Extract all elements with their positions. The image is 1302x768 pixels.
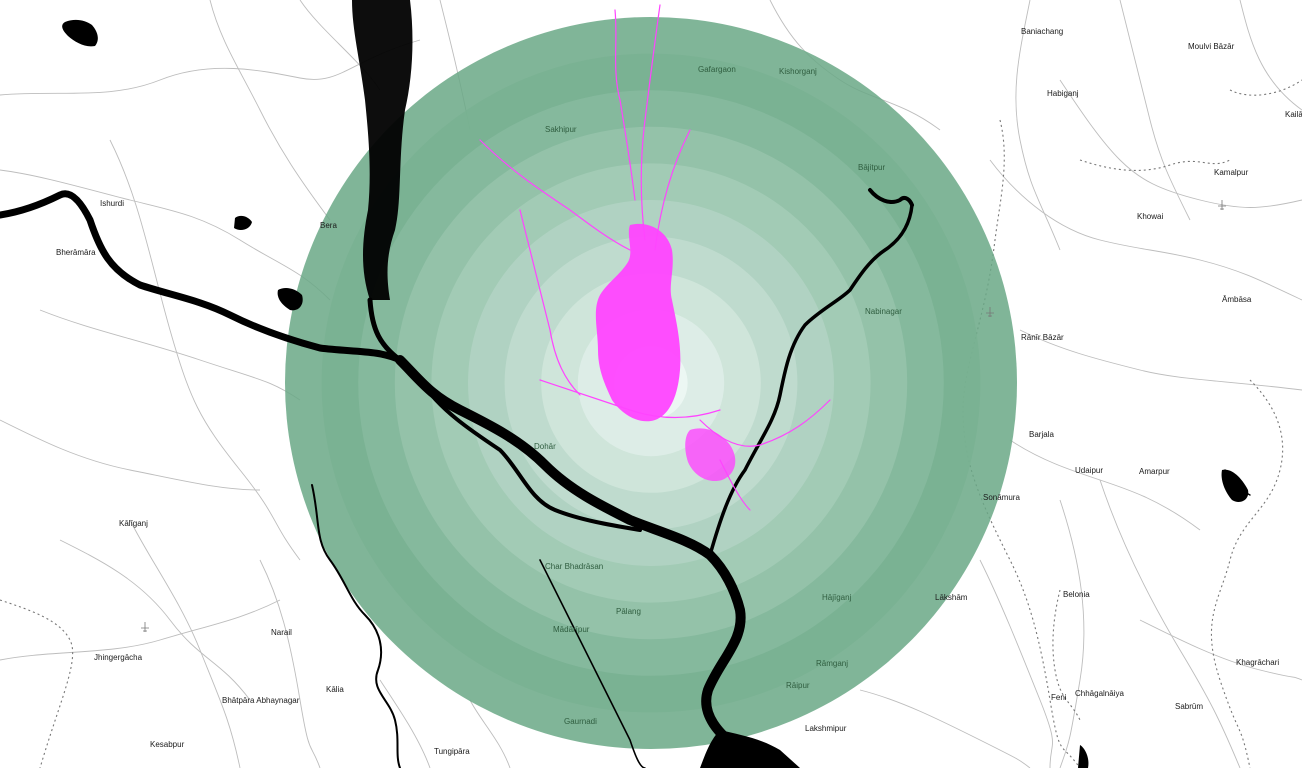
label-kamalpur[interactable]: Kamalpur bbox=[1214, 168, 1249, 177]
label-sabrum[interactable]: Sabrūm bbox=[1175, 702, 1203, 711]
label-udaipur[interactable]: Udaipur bbox=[1075, 466, 1103, 475]
label-belonia[interactable]: Belonia bbox=[1063, 590, 1090, 599]
label-madaripur[interactable]: Mādārīpur bbox=[553, 625, 590, 634]
rivers bbox=[0, 0, 1251, 768]
label-tungipara[interactable]: Tungipāra bbox=[434, 747, 470, 756]
label-raipur[interactable]: Rāipur bbox=[786, 681, 810, 690]
label-gaurnadi[interactable]: Gaurnadi bbox=[564, 717, 597, 726]
label-laksham[interactable]: Lākshām bbox=[935, 593, 968, 602]
label-kalia[interactable]: Kālia bbox=[326, 685, 344, 694]
label-habiganj[interactable]: Habiganj bbox=[1047, 89, 1079, 98]
label-khowai[interactable]: Khowai bbox=[1137, 212, 1163, 221]
label-sakhipur[interactable]: Sakhipur bbox=[545, 125, 577, 134]
label-narail[interactable]: Narail bbox=[271, 628, 292, 637]
label-kesabpur[interactable]: Kesabpur bbox=[150, 740, 185, 749]
label-lakshmipur[interactable]: Lakshmipur bbox=[805, 724, 847, 733]
label-ranir-bazar[interactable]: Rānīr Bāzār bbox=[1021, 333, 1064, 342]
airport-icon bbox=[141, 622, 149, 632]
label-gafargaon[interactable]: Gafargaon bbox=[698, 65, 736, 74]
airport-icons bbox=[141, 200, 1226, 632]
label-barjala[interactable]: Barjala bbox=[1029, 430, 1054, 439]
label-bera[interactable]: Bera bbox=[320, 221, 337, 230]
label-kaila[interactable]: Kailā bbox=[1285, 110, 1302, 119]
label-baniachang[interactable]: Baniachang bbox=[1021, 27, 1063, 36]
label-jhingergacha[interactable]: Jhingergācha bbox=[94, 653, 143, 662]
label-kishorganj[interactable]: Kishorganj bbox=[779, 67, 817, 76]
label-char-bhadrasan[interactable]: Char Bhadrāsan bbox=[545, 562, 603, 571]
urban-area bbox=[479, 4, 831, 511]
label-dohar[interactable]: Dohār bbox=[534, 442, 556, 451]
label-kaliganj[interactable]: Kālīganj bbox=[119, 519, 148, 528]
label-amarpur[interactable]: Amarpur bbox=[1139, 467, 1170, 476]
airport-icon bbox=[1218, 200, 1226, 210]
label-bajitpur[interactable]: Bājitpur bbox=[858, 163, 885, 172]
label-bheramara[interactable]: Bherāmāra bbox=[56, 248, 96, 257]
label-feni[interactable]: Feni bbox=[1051, 693, 1067, 702]
label-nabinagar[interactable]: Nabinagar bbox=[865, 307, 902, 316]
label-ramganj[interactable]: Rāmganj bbox=[816, 659, 848, 668]
airport-icon bbox=[986, 307, 994, 317]
label-moulvi-bazar[interactable]: Moulvi Bāzār bbox=[1188, 42, 1235, 51]
international-border bbox=[0, 79, 1302, 768]
label-bhatpara[interactable]: Bhātpāra Abhaynagar bbox=[222, 696, 300, 705]
label-hajiganj[interactable]: Hājīganj bbox=[822, 593, 852, 602]
label-chhagalnaiya[interactable]: Chhāgalnāiya bbox=[1075, 689, 1124, 698]
label-sonamura[interactable]: Sonāmura bbox=[983, 493, 1020, 502]
label-ishurdi[interactable]: Ishurdi bbox=[100, 199, 124, 208]
label-khagrachari[interactable]: Khagrāchari bbox=[1236, 658, 1279, 667]
label-palang[interactable]: Pālang bbox=[616, 607, 641, 616]
place-labels: Ishurdi Bherāmāra Bera Kālīganj Jhingerg… bbox=[56, 27, 1302, 756]
label-ambasa[interactable]: Āmbāsa bbox=[1222, 295, 1252, 304]
